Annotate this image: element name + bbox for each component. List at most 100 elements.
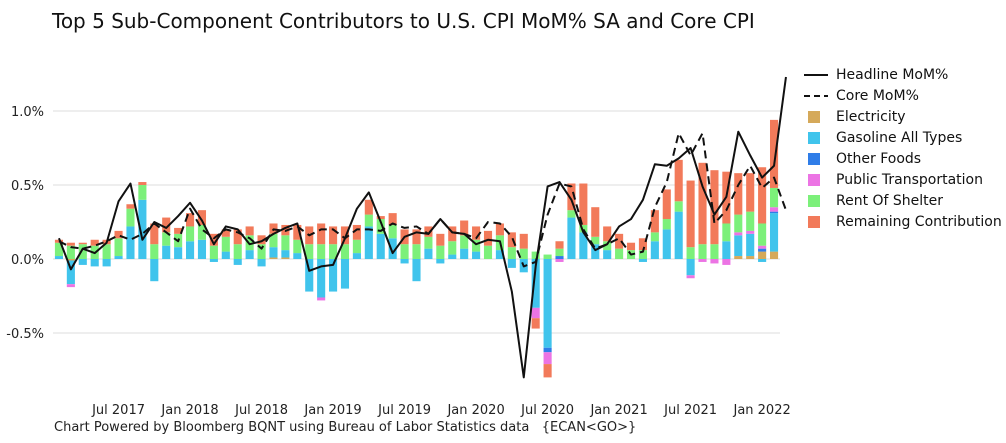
bar-rent_of_shelter	[293, 239, 302, 254]
bar-rent_of_shelter	[472, 239, 481, 252]
bar-rent_of_shelter	[305, 244, 314, 259]
bar-remaining	[221, 229, 230, 237]
x-tick-label: Jul 2017	[91, 403, 145, 418]
bar-gasoline	[114, 256, 123, 259]
bar-remaining	[472, 226, 481, 240]
x-tick-label: Jan 2020	[446, 403, 504, 418]
bar-public_transportation	[734, 232, 743, 236]
bar-electricity	[281, 257, 290, 259]
bar-public_transportation	[758, 245, 767, 249]
bar-rent_of_shelter	[126, 208, 135, 227]
bar-rent_of_shelter	[579, 224, 588, 233]
bar-public_transportation	[531, 307, 540, 319]
bar-gasoline	[662, 229, 671, 259]
legend-headline: Headline MoM%	[804, 64, 1002, 85]
bar-gasoline	[686, 259, 695, 276]
bar-gasoline	[769, 213, 779, 252]
bar-remaining	[758, 167, 767, 224]
bar-other_foods	[543, 347, 552, 353]
bar-rent_of_shelter	[769, 187, 779, 208]
other-foods-swatch	[808, 152, 820, 165]
bar-remaining	[495, 223, 504, 236]
bar-gasoline	[436, 259, 445, 264]
bar-public_transportation	[317, 297, 326, 301]
bar-rent_of_shelter	[674, 201, 683, 212]
bar-gasoline	[174, 247, 183, 259]
x-tick-label: Jul 2019	[377, 403, 431, 418]
headline-line-icon	[804, 73, 828, 76]
bar-gasoline	[340, 259, 350, 289]
bar-remaining	[674, 159, 683, 202]
bar-rent_of_shelter	[66, 245, 75, 259]
bar-remaining	[519, 233, 528, 249]
lines	[58, 76, 787, 379]
bar-remaining	[388, 213, 397, 225]
bar-public_transportation	[66, 284, 75, 288]
bar-rent_of_shelter	[722, 223, 731, 242]
bar-rent_of_shelter	[436, 245, 445, 259]
bar-rent_of_shelter	[400, 244, 409, 259]
bar-remaining	[638, 238, 647, 251]
bar-rent_of_shelter	[197, 224, 207, 240]
bar-rent_of_shelter	[734, 214, 743, 233]
bar-rent_of_shelter	[710, 244, 719, 259]
bar-rent_of_shelter	[54, 242, 64, 257]
series-line-core	[58, 132, 787, 268]
bar-remaining	[603, 226, 612, 242]
bar-electricity	[269, 257, 278, 259]
bar-gasoline	[66, 260, 75, 285]
bar-rent_of_shelter	[567, 210, 576, 218]
bar-remaining	[138, 182, 147, 185]
legend-gasoline: Gasoline All Types	[804, 127, 1002, 148]
bar-remaining	[245, 226, 254, 236]
bar-remaining	[364, 199, 373, 215]
bar-public_transportation	[698, 259, 707, 262]
bar-remaining	[352, 224, 361, 240]
bar-gasoline	[281, 250, 290, 258]
x-tick-label: Jan 2021	[589, 403, 647, 418]
bar-remaining	[329, 226, 338, 245]
bar-gasoline	[162, 245, 171, 259]
ticker-note: {ECAN<GO>}	[541, 420, 637, 435]
bar-gasoline	[412, 259, 421, 282]
bar-rent_of_shelter	[233, 244, 242, 259]
remaining-swatch	[808, 215, 820, 228]
bar-rent_of_shelter	[388, 224, 397, 239]
bar-gasoline	[722, 241, 731, 259]
bar-gasoline	[424, 248, 433, 259]
legend-public-transportation-label: Public Transportation	[836, 171, 983, 188]
legend-public-transportation: Public Transportation	[804, 169, 1002, 190]
bar-public_transportation	[555, 259, 564, 262]
y-tick-label: 0.0%	[11, 253, 44, 268]
legend-core-label: Core MoM%	[836, 87, 919, 104]
bar-remaining	[293, 224, 302, 240]
bar-gasoline	[734, 235, 743, 257]
bar-gasoline	[376, 233, 385, 259]
bar-rent_of_shelter	[102, 244, 111, 259]
bar-gasoline	[638, 259, 647, 262]
bar-gasoline	[209, 259, 218, 262]
bar-remaining	[507, 232, 516, 248]
bar-rent_of_shelter	[221, 236, 230, 252]
bar-gasoline	[305, 259, 314, 292]
bar-rent_of_shelter	[686, 247, 695, 259]
bar-remaining	[424, 226, 433, 237]
bar-rent_of_shelter	[340, 244, 350, 259]
bar-rent_of_shelter	[758, 223, 767, 246]
bar-rent_of_shelter	[209, 245, 218, 259]
bar-rent_of_shelter	[615, 248, 624, 259]
bar-gasoline	[78, 259, 87, 265]
bar-public_transportation	[746, 230, 755, 234]
bar-remaining	[769, 119, 779, 188]
x-tick-label: Jan 2018	[160, 403, 218, 418]
bar-remaining	[746, 173, 755, 212]
bar-remaining	[531, 318, 540, 329]
bar-rent_of_shelter	[352, 239, 361, 254]
x-tick-label: Jul 2018	[234, 403, 288, 418]
bar-gasoline	[138, 199, 147, 259]
bar-remaining	[734, 173, 743, 215]
legend-rent-of-shelter: Rent Of Shelter	[804, 190, 1002, 211]
bar-rent_of_shelter	[603, 241, 612, 251]
bar-remaining	[150, 223, 159, 245]
